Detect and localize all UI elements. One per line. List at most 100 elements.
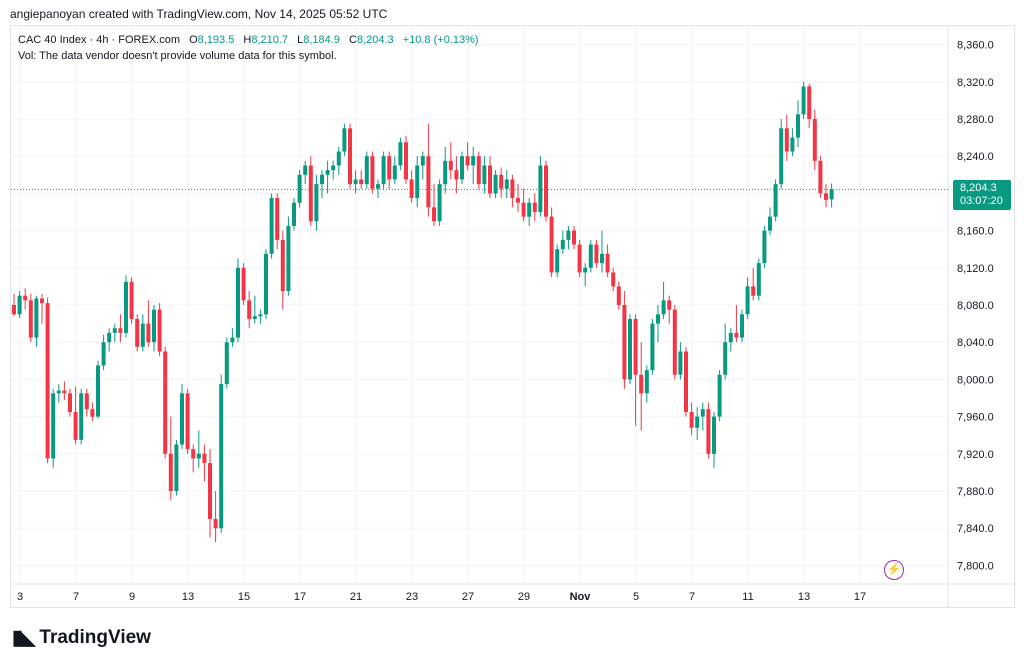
- x-tick-label: 15: [238, 591, 250, 603]
- candle-body: [600, 253, 604, 264]
- candle-body: [734, 332, 739, 338]
- y-tick-label: 8,280.0: [957, 114, 994, 126]
- ohlc-legend: CAC 40 Index · 4h · FOREX.com O8,193.5 H…: [18, 34, 479, 46]
- y-tick-label: 8,120.0: [957, 263, 994, 275]
- close-label: C: [349, 34, 357, 46]
- candle-body: [611, 272, 616, 287]
- candle-body: [252, 316, 257, 319]
- y-tick-label: 8,320.0: [957, 77, 994, 89]
- y-tick-label: 7,920.0: [957, 449, 994, 461]
- brand-name: TradingView: [39, 626, 151, 648]
- candle-body: [824, 193, 828, 200]
- candle-body: [549, 216, 554, 273]
- candle-body: [756, 263, 761, 296]
- candle-body: [482, 165, 487, 185]
- candle-body: [712, 416, 716, 454]
- candle-body: [633, 318, 638, 375]
- y-tick-label: 8,080.0: [957, 300, 994, 312]
- y-tick-label: 7,960.0: [957, 412, 994, 424]
- x-tick-label: 29: [518, 591, 530, 603]
- candle-body: [140, 323, 145, 347]
- candle-body: [135, 318, 140, 347]
- candle-body: [762, 230, 767, 264]
- candle-body: [807, 86, 812, 119]
- candle-body: [678, 351, 683, 375]
- candle-body: [146, 323, 151, 343]
- x-tick-label: 17: [294, 591, 306, 603]
- y-tick-label: 8,360.0: [957, 40, 994, 52]
- candle-body: [286, 225, 291, 292]
- candle-body: [40, 298, 44, 304]
- tradingview-logo: ▮◣ TradingView: [12, 625, 151, 650]
- candle-body: [185, 393, 190, 450]
- candle-body: [577, 244, 582, 273]
- candle-body: [476, 156, 481, 185]
- candle-body: [784, 128, 789, 152]
- lightning-icon[interactable]: ⚡: [884, 560, 904, 580]
- candle-body: [471, 156, 476, 166]
- candle-body: [219, 384, 224, 529]
- candle-body: [644, 370, 649, 394]
- y-tick-label: 7,800.0: [957, 560, 994, 572]
- candle-body: [616, 286, 621, 305]
- candle-body: [812, 119, 817, 161]
- candle-body: [236, 267, 240, 338]
- x-tick-label: 27: [462, 591, 474, 603]
- candle-body: [622, 305, 627, 380]
- candle-body: [180, 393, 184, 445]
- candle-body: [84, 393, 89, 410]
- candle-body: [398, 142, 403, 166]
- candle-body: [521, 202, 526, 217]
- candle-body: [118, 328, 123, 333]
- candle-body: [420, 156, 425, 166]
- volume-note: Vol: The data vendor doesn't provide vol…: [18, 50, 337, 62]
- bar-countdown: 03:07:20: [960, 195, 1003, 208]
- candle-body: [370, 156, 375, 189]
- candle-body: [818, 160, 823, 194]
- candle-body: [331, 165, 336, 171]
- candle-body: [588, 244, 593, 268]
- candle-body: [353, 179, 358, 185]
- candle-body: [292, 202, 296, 226]
- candle-body: [796, 114, 800, 138]
- candle-body: [409, 179, 414, 199]
- x-tick-label: 23: [406, 591, 418, 603]
- candle-body: [303, 165, 308, 175]
- candle-body: [493, 174, 498, 194]
- chart-frame: [10, 25, 1015, 608]
- candle-body: [460, 156, 464, 180]
- candle-body: [387, 156, 392, 180]
- open-value: 8,193.5: [197, 34, 235, 46]
- candle-body: [230, 337, 235, 343]
- candle-body: [17, 295, 22, 315]
- candle-body: [544, 165, 548, 217]
- candle-body: [790, 137, 795, 152]
- x-tick-label: 21: [350, 591, 362, 603]
- candle-body: [376, 184, 380, 189]
- candle-body: [426, 156, 431, 208]
- candle-body: [174, 444, 179, 491]
- x-tick-label: Nov: [570, 591, 592, 603]
- symbol-title[interactable]: CAC 40 Index · 4h · FOREX.com: [18, 34, 180, 46]
- candle-body: [723, 342, 728, 375]
- candle-body: [689, 411, 694, 428]
- candle-body: [208, 463, 212, 519]
- candle-body: [34, 298, 39, 338]
- x-tick-label: 13: [798, 591, 810, 603]
- candle-body: [661, 300, 666, 315]
- candle-body: [348, 128, 352, 185]
- tradingview-logo-icon: ▮◣: [12, 627, 35, 649]
- candle-body: [465, 156, 470, 166]
- candle-body: [51, 393, 56, 459]
- low-value: 8,184.9: [303, 34, 340, 46]
- x-tick-label: 11: [742, 591, 753, 603]
- x-tick-label: 5: [633, 591, 639, 603]
- candle-body: [213, 518, 218, 529]
- candle-body: [152, 309, 156, 343]
- candle-body: [112, 328, 117, 333]
- candle-body: [656, 314, 660, 324]
- y-tick-label: 8,000.0: [957, 374, 994, 386]
- candle-body: [359, 179, 364, 185]
- candle-body: [628, 318, 632, 380]
